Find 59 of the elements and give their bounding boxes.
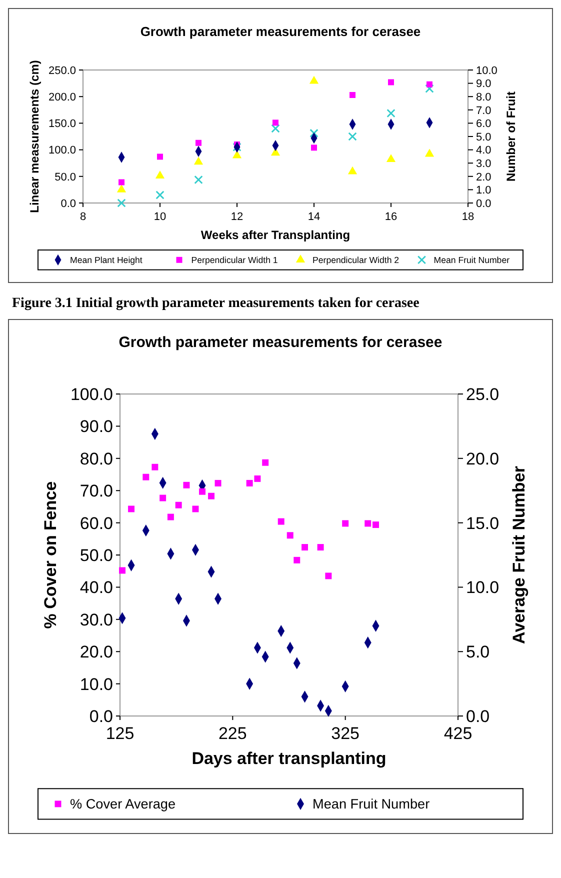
y2-tick-label: 0.0 bbox=[476, 198, 492, 210]
y-tick-label: 0.0 bbox=[60, 198, 76, 210]
y-tick-label: 250.0 bbox=[48, 64, 76, 77]
x-tick-label: 10 bbox=[154, 211, 166, 223]
y-tick-label: 60.0 bbox=[80, 514, 113, 533]
x-tick-label: 125 bbox=[106, 724, 134, 743]
legend-label: Mean Fruit Number bbox=[434, 254, 510, 265]
x-tick-label: 14 bbox=[308, 211, 320, 223]
y2-tick-label: 20.0 bbox=[466, 449, 500, 468]
y-tick-label: 50.0 bbox=[80, 546, 113, 565]
y2-tick-label: 25.0 bbox=[466, 384, 500, 404]
y2-axis-title: Average Fruit Number bbox=[509, 466, 528, 644]
y-tick-label: 10.0 bbox=[80, 674, 113, 694]
y2-tick-label: 3.0 bbox=[476, 158, 492, 170]
y-tick-label: 200.0 bbox=[48, 91, 76, 104]
y2-tick-label: 4.0 bbox=[476, 144, 492, 157]
y2-tick-label: 0.0 bbox=[466, 706, 490, 726]
y2-tick-label: 2.0 bbox=[476, 171, 492, 184]
y-axis-title: % Cover on Fence bbox=[40, 481, 60, 629]
y2-tick-label: 5.0 bbox=[476, 131, 492, 144]
legend-label: Perpendicular Width 2 bbox=[312, 254, 400, 265]
caption: Figure 3.1 Initial growth parameter measurements taken for cerasee bbox=[12, 296, 420, 311]
y2-tick-label: 5.0 bbox=[466, 642, 490, 662]
x-tick-label: 8 bbox=[80, 211, 86, 223]
chart-title: Growth parameter measurements for cerasee bbox=[118, 334, 442, 351]
x-tick-label: 425 bbox=[444, 724, 472, 743]
legend-label: % Cover Average bbox=[70, 796, 176, 812]
y-tick-label: 30.0 bbox=[80, 610, 113, 630]
chart-title: Growth parameter measurements for cerasee bbox=[140, 24, 421, 39]
legend-label: Mean Plant Height bbox=[70, 254, 143, 265]
x-tick-label: 18 bbox=[462, 211, 474, 223]
y-axis-title: Linear measurements (cm) bbox=[28, 60, 42, 213]
x-axis-title: Weeks after Transplanting bbox=[200, 228, 350, 242]
x-axis-title: Days after transplanting bbox=[192, 749, 386, 768]
y-tick-label: 20.0 bbox=[80, 642, 113, 662]
x-tick-label: 12 bbox=[230, 211, 244, 223]
y2-tick-label: 6.0 bbox=[476, 118, 492, 130]
y-tick-label: 0.0 bbox=[89, 706, 113, 726]
y-tick-label: 40.0 bbox=[80, 578, 113, 598]
y2-tick-label: 7.0 bbox=[476, 104, 492, 117]
y-tick-label: 100.0 bbox=[48, 144, 76, 157]
legend-label: Mean Fruit Number bbox=[312, 796, 430, 812]
y-tick-label: 150.0 bbox=[48, 118, 76, 130]
y2-axis-title: Number of Fruit bbox=[504, 92, 518, 182]
y-tick-label: 50.0 bbox=[54, 171, 76, 184]
y2-tick-label: 1.0 bbox=[476, 184, 492, 197]
x-tick-label: 225 bbox=[218, 724, 247, 743]
y2-tick-label: 10.0 bbox=[466, 578, 500, 598]
y-tick-label: 70.0 bbox=[80, 482, 113, 501]
y2-tick-label: 9.0 bbox=[476, 78, 492, 90]
y2-tick-label: 8.0 bbox=[476, 91, 492, 104]
y-tick-label: 80.0 bbox=[80, 449, 113, 468]
y2-tick-label: 15.0 bbox=[466, 514, 500, 533]
x-tick-label: 325 bbox=[331, 724, 360, 743]
y2-tick-label: 10.0 bbox=[476, 64, 498, 77]
y-tick-label: 90.0 bbox=[80, 417, 113, 436]
x-tick-label: 16 bbox=[384, 211, 398, 223]
y-tick-label: 100.0 bbox=[70, 384, 113, 404]
legend-label: Perpendicular Width 1 bbox=[191, 254, 278, 265]
